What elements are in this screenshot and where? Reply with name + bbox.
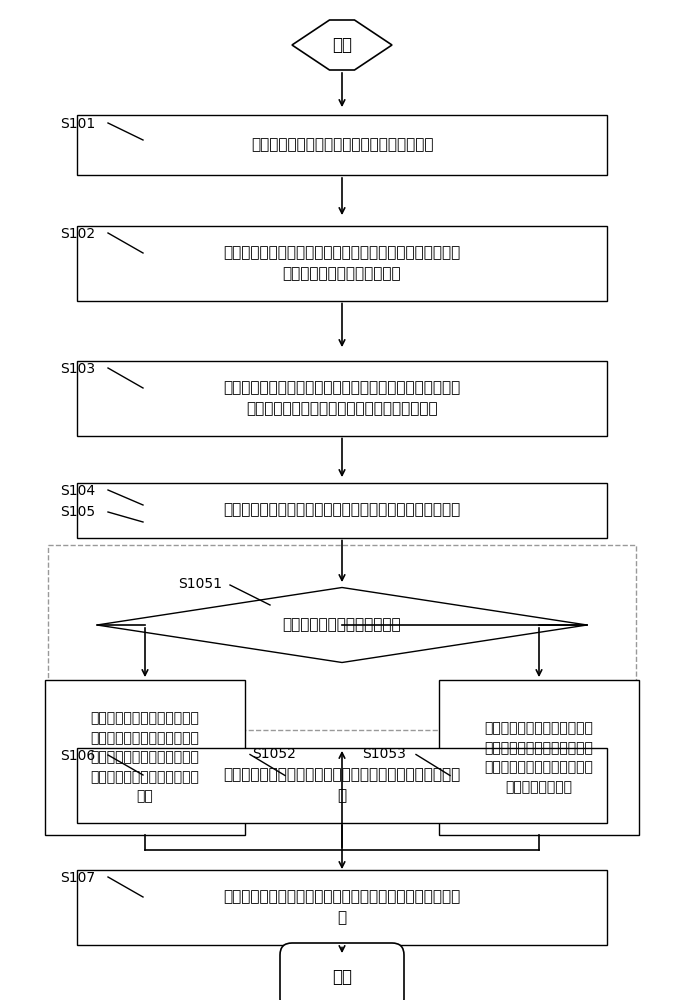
Bar — [45, 680, 245, 835]
Text: 获取经所述银行核心系统对所述交易请求处理后的交易结果: 获取经所述银行核心系统对所述交易请求处理后的交易结果 — [224, 502, 460, 518]
Text: S104: S104 — [60, 484, 95, 498]
Text: 开始: 开始 — [332, 36, 352, 54]
Polygon shape — [292, 20, 392, 70]
Bar — [77, 748, 607, 822]
Text: S103: S103 — [60, 362, 95, 376]
Text: 结束: 结束 — [332, 968, 352, 986]
Text: 依据所述交易代码外呼银行核心系统，将经所述应用子系统
处理后的所述交易请求发送至所述银行核心系统: 依据所述交易代码外呼银行核心系统，将经所述应用子系统 处理后的所述交易请求发送至… — [224, 380, 460, 416]
Polygon shape — [97, 587, 587, 662]
Text: S1051: S1051 — [178, 577, 222, 591]
Text: S106: S106 — [60, 749, 95, 763]
Bar — [48, 545, 636, 730]
Bar — [77, 360, 607, 436]
Text: 依据交易结果的服务码确定所述交易结果所对应的应用子系
统: 依据交易结果的服务码确定所述交易结果所对应的应用子系 统 — [224, 767, 460, 803]
Bar — [77, 869, 607, 944]
Text: S1052: S1052 — [252, 748, 296, 762]
Bar — [77, 115, 607, 175]
Text: 将所述交易结果发送至依据所述服务码确定的所述应用子系
统: 将所述交易结果发送至依据所述服务码确定的所述应用子系 统 — [224, 889, 460, 925]
Text: S107: S107 — [60, 871, 95, 885]
FancyBboxPatch shape — [280, 943, 404, 1000]
Text: 判断所述交易结果的状态类型: 判断所述交易结果的状态类型 — [282, 617, 402, 633]
Text: S102: S102 — [60, 227, 95, 241]
Text: 获取经应用子系统进行逻辑处理后的交易请求: 获取经应用子系统进行逻辑处理后的交易请求 — [251, 137, 433, 152]
Bar — [439, 680, 639, 835]
Bar — [77, 226, 607, 300]
Text: S101: S101 — [60, 117, 95, 131]
Text: S105: S105 — [60, 505, 95, 519]
Text: 依据经逻辑处理后的所述交易请求中的标识信息获取要与所
述应用子系统交互的交易代码: 依据经逻辑处理后的所述交易请求中的标识信息获取要与所 述应用子系统交互的交易代码 — [224, 245, 460, 281]
Text: 将与所述交易请求对应的流水
表中的本地流水状态标记为不
确定，将所述流水表中的对账
状态标记为未对账: 将与所述交易请求对应的流水 表中的本地流水状态标记为不 确定，将所述流水表中的对… — [484, 721, 594, 794]
Bar — [77, 483, 607, 538]
Text: 依据所述交易结果状态类型标
记与所述交易请求对应的流水
表中的本地流水状态，将所述
流水表中的对账状态标记为已
对账: 依据所述交易结果状态类型标 记与所述交易请求对应的流水 表中的本地流水状态，将所… — [90, 712, 200, 804]
Text: S1053: S1053 — [362, 748, 406, 762]
